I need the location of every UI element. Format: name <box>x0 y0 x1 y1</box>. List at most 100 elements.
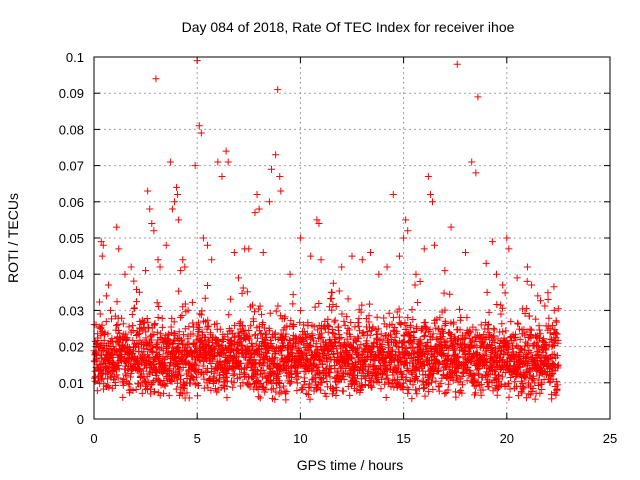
data-point <box>514 320 522 328</box>
data-point <box>298 353 306 361</box>
data-point <box>152 75 160 83</box>
data-point <box>163 379 171 387</box>
data-point <box>506 385 514 393</box>
data-point <box>507 318 515 326</box>
data-point <box>416 277 424 285</box>
data-point <box>112 347 120 355</box>
data-point <box>109 342 117 350</box>
data-point <box>136 366 144 374</box>
data-point <box>554 364 562 372</box>
data-point <box>247 322 255 330</box>
data-point <box>540 335 548 343</box>
data-point <box>395 305 403 313</box>
data-point <box>230 379 238 387</box>
data-point <box>280 315 288 323</box>
data-point <box>507 374 515 382</box>
data-point <box>490 332 498 340</box>
data-point <box>276 384 284 392</box>
data-point <box>438 326 446 334</box>
data-point <box>195 328 203 336</box>
data-point <box>420 333 428 341</box>
data-point <box>257 330 265 338</box>
data-point <box>278 351 286 359</box>
data-point <box>158 323 166 331</box>
data-point <box>404 227 412 235</box>
data-point <box>499 281 507 289</box>
data-point <box>323 358 331 366</box>
data-point <box>498 320 506 328</box>
data-point <box>243 288 251 296</box>
data-point <box>449 377 457 385</box>
data-point <box>133 339 141 347</box>
data-point <box>538 385 546 393</box>
data-point <box>467 328 475 336</box>
data-point <box>170 318 178 326</box>
y-tick-label: 0 <box>77 412 84 427</box>
data-point <box>450 318 458 326</box>
plot-frame <box>93 56 611 420</box>
data-point <box>479 386 487 394</box>
data-point <box>525 312 533 320</box>
data-point <box>404 364 412 372</box>
data-point <box>355 322 363 330</box>
data-point <box>307 342 315 350</box>
data-point <box>517 345 525 353</box>
y-tick-label: 0.07 <box>59 159 84 174</box>
data-point <box>394 363 402 371</box>
data-point <box>381 380 389 388</box>
data-point <box>533 338 541 346</box>
data-point <box>289 300 297 308</box>
data-point <box>456 305 464 313</box>
data-point <box>246 332 254 340</box>
data-point <box>355 334 363 342</box>
data-point <box>271 331 279 339</box>
data-point <box>344 295 352 303</box>
data-point <box>447 223 455 231</box>
data-point <box>230 248 238 256</box>
data-point <box>263 349 271 357</box>
data-point <box>191 381 199 389</box>
data-point <box>355 315 363 323</box>
data-point <box>315 220 323 228</box>
data-point <box>472 169 480 177</box>
data-point <box>333 378 341 386</box>
data-point <box>513 342 521 350</box>
data-point <box>447 330 455 338</box>
data-point <box>392 351 400 359</box>
data-point <box>553 352 561 360</box>
data-point <box>108 368 116 376</box>
data-point <box>297 307 305 315</box>
data-point <box>314 363 322 371</box>
data-point <box>533 341 541 349</box>
data-point <box>119 393 127 401</box>
data-point <box>286 379 294 387</box>
data-point <box>216 325 224 333</box>
data-point <box>144 187 152 195</box>
data-point <box>358 256 366 264</box>
data-point <box>366 300 374 308</box>
data-point <box>389 191 397 199</box>
data-point <box>279 342 287 350</box>
data-point <box>204 282 212 290</box>
data-point <box>300 381 308 389</box>
data-point <box>194 332 202 340</box>
data-point <box>516 336 524 344</box>
data-point <box>424 388 432 396</box>
x-tick-labels: 0 5 10 15 20 25 <box>90 431 617 446</box>
data-point <box>437 336 445 344</box>
data-point <box>178 336 186 344</box>
data-point <box>225 366 233 374</box>
data-point <box>208 256 216 264</box>
data-point <box>252 340 260 348</box>
data-point <box>330 350 338 358</box>
data-point <box>332 338 340 346</box>
data-point <box>348 355 356 363</box>
data-point <box>198 307 206 315</box>
data-point <box>369 323 377 331</box>
data-point <box>511 378 519 386</box>
x-tick-label: 25 <box>603 431 617 446</box>
data-point <box>142 334 150 342</box>
data-point <box>380 314 388 322</box>
data-point <box>454 354 462 362</box>
